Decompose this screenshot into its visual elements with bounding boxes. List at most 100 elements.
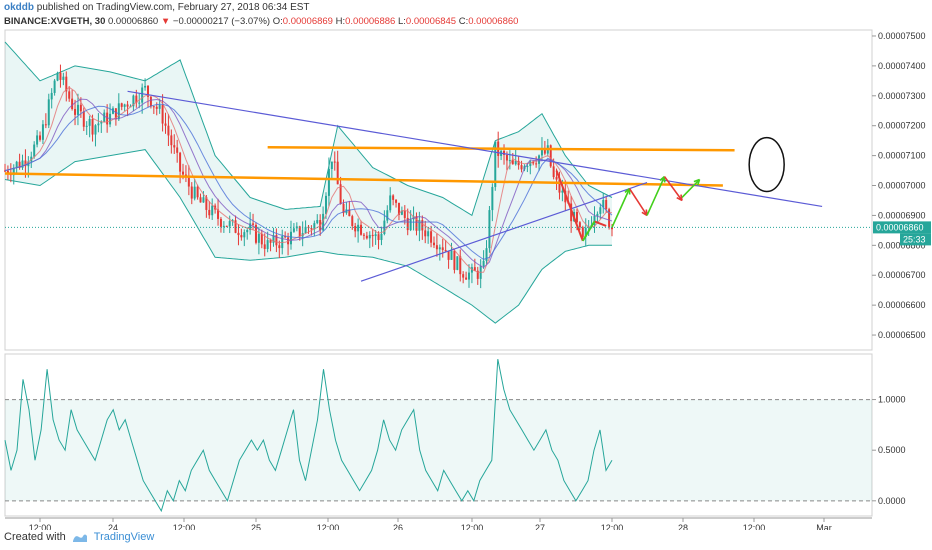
candle-body [371,234,374,237]
candle-body [444,249,447,252]
candle-body [511,160,514,165]
countdown-label: 25:33 [903,234,926,244]
candle-body [284,235,287,238]
candle-body [540,148,543,156]
candle-body [97,123,100,126]
candle-body [415,216,418,231]
candle-body [593,216,596,225]
candle-body [76,104,79,115]
candle-body [389,195,392,211]
candle-body [152,106,155,108]
candle-body [432,242,435,246]
candle-body [135,95,138,103]
candle-body [184,174,187,177]
candle-body [383,220,386,235]
candle-body [246,230,249,233]
candle-body [62,76,65,80]
candle-body [6,170,9,174]
candle-body [476,270,479,279]
price-tick-label: 0.00007400 [878,61,926,71]
price-tick-label: 0.00006500 [878,330,926,340]
candle-body [421,220,424,231]
candle-body [88,118,91,126]
candle-body [263,244,266,249]
close-value: 0.00006860 [468,16,519,27]
main-pane [4,29,873,351]
candle-body [219,218,222,227]
oscillator-pane [4,353,873,517]
projection-arrow [646,176,666,216]
candle-body [441,247,444,250]
blue-trendline [127,90,823,208]
candle-body [596,213,599,217]
change-down-icon: ▼ [160,16,171,27]
arrowhead-icon [676,194,683,202]
price-tick-label: 0.00007100 [878,151,926,161]
candle-body [581,227,584,237]
candle-body [298,226,301,237]
candle-body [234,220,237,233]
candle-body [351,216,354,226]
high-label: H: [335,16,346,27]
current-price-tag [873,221,931,234]
candle-body [222,225,225,227]
candle-body [4,170,6,172]
candle-body [272,235,275,243]
candle-body [123,104,126,107]
candle-body [543,148,546,154]
candle-body [348,209,351,217]
candle-body [231,220,234,222]
candle-body [187,176,190,187]
candle-body [397,202,400,215]
candle-body [120,103,123,107]
candle-body [322,213,325,231]
candle-body [473,267,476,271]
red-drawn-segment [594,220,607,227]
candle-body [199,197,202,203]
oscillator-tick-label: 1.0000 [878,395,906,405]
orange-level-line [267,145,735,152]
candle-body [71,98,74,109]
candle-body [182,171,185,175]
red-drawn-segment [555,170,584,242]
chart-canvas[interactable]: 0.000065000.000066000.000067000.00006800… [0,0,932,530]
candle-body [514,160,517,165]
candle-body [354,225,357,232]
candle-body [608,209,611,228]
oscillator-line [4,359,613,513]
projection-arrow [663,176,683,201]
candle-body [427,231,430,237]
candle-body [211,205,214,216]
candle-body [249,223,252,231]
candle-body [304,226,307,234]
author-link[interactable]: okddb [4,2,34,13]
price-tick-label: 0.00006600 [878,300,926,310]
candle-body [327,168,330,196]
candle-body [170,135,173,146]
candle-body [482,260,485,267]
candle-body [362,234,365,236]
candle-body [400,210,403,215]
time-tick-label: 12:00 [601,523,624,530]
candle-body [138,102,141,104]
created-with-label: Created with [4,531,66,543]
candle-body [36,135,39,145]
candle-body [488,210,491,249]
candle-body [403,210,406,218]
high-value: 0.00006886 [345,16,396,27]
candle-body [202,197,205,203]
candle-body [44,124,47,126]
candle-body [91,118,94,135]
candle-body [269,240,272,243]
candle-body [611,227,613,230]
tradingview-brand[interactable]: TradingView [93,531,155,543]
green-drawn-segment [581,220,596,242]
symbol-label: BINANCE:XVGETH, 30 [4,16,106,27]
candle-body [82,111,85,127]
candle-body [526,166,529,168]
candle-body [529,161,532,167]
time-tick-label: 27 [535,523,545,530]
candle-body [217,209,220,219]
candle-body [494,141,497,188]
price-change: −0.00000217 (−3.07%) [172,16,271,27]
